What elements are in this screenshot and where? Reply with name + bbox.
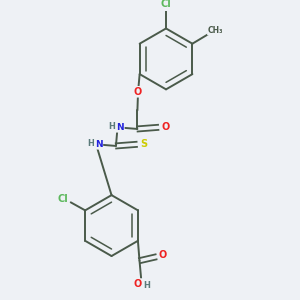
Text: H: H xyxy=(108,122,115,131)
Text: N: N xyxy=(116,123,124,132)
Text: O: O xyxy=(161,122,170,132)
Text: O: O xyxy=(158,250,167,260)
Text: Cl: Cl xyxy=(57,194,68,204)
Text: O: O xyxy=(134,279,142,289)
Text: S: S xyxy=(140,139,147,149)
Text: Cl: Cl xyxy=(161,0,171,9)
Text: N: N xyxy=(95,140,102,149)
Text: H: H xyxy=(143,281,150,290)
Text: H: H xyxy=(87,139,94,148)
Text: O: O xyxy=(134,87,142,97)
Text: CH₃: CH₃ xyxy=(208,26,223,35)
